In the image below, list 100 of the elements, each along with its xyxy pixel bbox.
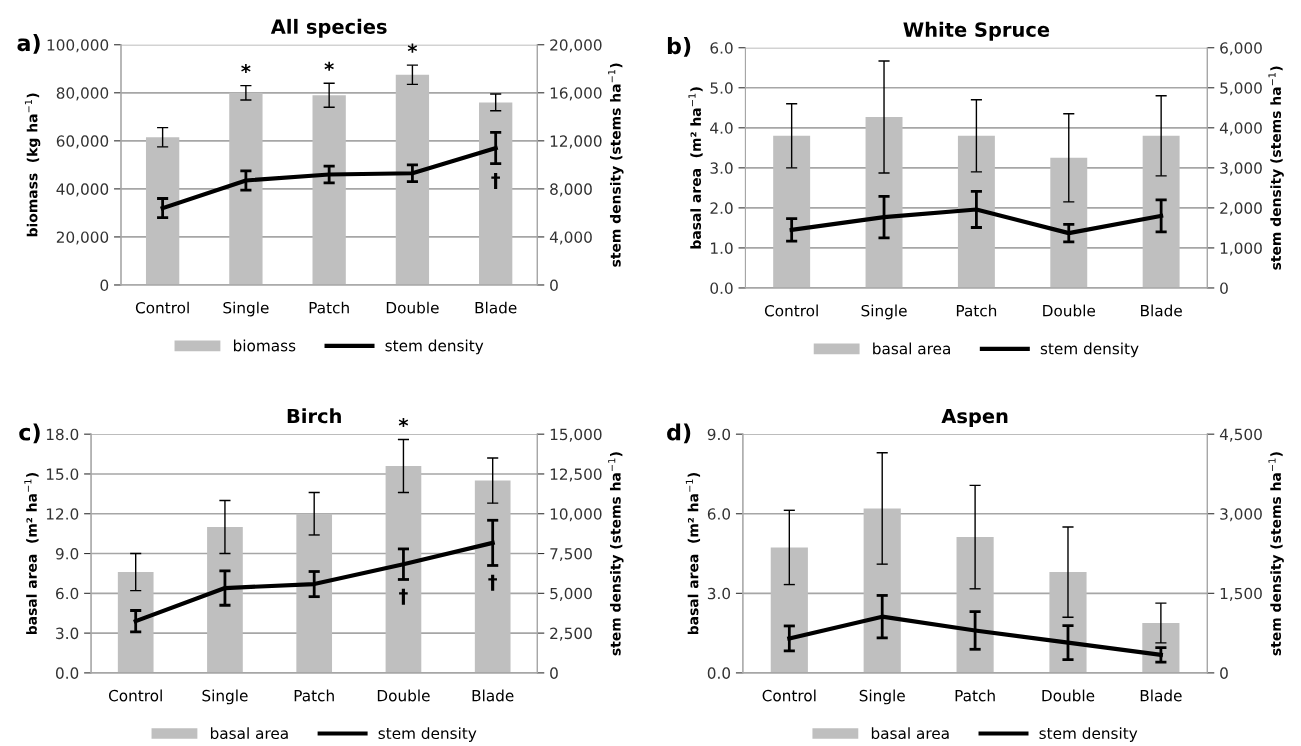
y-tick-label: 6.0 [56,587,79,600]
x-tick-label: Blade [1141,304,1182,317]
bar [229,92,263,285]
x-tick-label: Blade [475,301,517,314]
y-tick-label: 9.0 [707,428,731,441]
x-tick-label: Single [202,689,248,705]
y-tick-label: 15.0 [46,468,79,480]
x-tick-label: Single [859,689,905,705]
y-axis-title: basal area (m² ha$^{−1}$) [688,87,703,249]
y2-tick-label: 12,000 [550,135,602,149]
y2-tick-label: 5,000 [1220,82,1262,96]
bar [863,508,901,673]
x-tick-label: Blade [1140,689,1182,702]
legend-label: stem density [385,339,484,355]
x-tick-label: Control [108,689,162,702]
legend-label: basal area [871,727,949,740]
x-tick-label: Double [386,301,439,314]
y2-tick-label: 20,000 [550,39,602,53]
y2-axis-title: stem density (stems ha$^{−1}$) [1268,66,1284,270]
x-tick-label: Double [377,689,430,702]
y2-tick-label: 8,000 [550,183,592,197]
bar [865,117,903,288]
x-tick-label: Patch [955,689,995,702]
bar [207,527,243,673]
annotation: * [398,417,409,427]
y-axis-title: biomass (kg ha$^{−1}$) [24,93,41,237]
y2-tick-label: 7,500 [550,548,592,562]
bar [474,480,511,673]
x-tick-label: Patch [294,689,334,702]
y-tick-label: 5.0 [710,82,733,94]
text: b) [667,36,691,57]
bar [395,74,430,285]
y-tick-label: 9.0 [55,548,79,560]
bar [117,572,154,673]
y2-tick-label: 1,500 [1220,587,1262,601]
bar [385,466,422,673]
y-tick-label: 100,000 [47,39,109,53]
y2-tick-label: 4,000 [549,231,592,245]
legend-label: basal area [210,727,288,740]
x-tick-label: Single [223,301,269,317]
annotation: * [407,43,418,53]
y2-tick-label: 2,000 [1220,202,1262,216]
y-tick-label: 0 [100,279,109,291]
y-tick-label: 6.0 [707,508,731,520]
y2-tick-label: 16,000 [550,87,602,101]
y2-axis-title: stem density (stems ha$^{−1}$) [608,63,624,267]
y2-tick-label: 6,000 [1220,42,1262,56]
y2-tick-label: 1,000 [1220,242,1262,256]
annotation: † [488,574,497,591]
y2-tick-label: 5,000 [550,587,592,601]
chart-title: All species [270,18,387,38]
x-tick-label: Single [861,304,907,320]
x-tick-label: Control [135,301,189,314]
y-tick-label: 60,000 [56,135,109,149]
annotation: * [324,61,334,71]
y-tick-label: 0.0 [55,667,79,679]
text: d) [667,423,691,444]
y2-tick-label: 10,000 [550,508,602,522]
legend-label: biomass [233,339,296,352]
bar [1050,157,1088,288]
y2-tick-label: 0 [1220,282,1228,294]
annotation: † [399,588,408,605]
bar [312,95,346,285]
y2-tick-label: 2,500 [550,627,592,641]
x-tick-label: Control [762,689,816,702]
y2-tick-label: 0 [1220,667,1228,679]
chart-title: White Spruce [903,21,1050,41]
y-tick-label: 1.0 [711,242,733,254]
y2-tick-label: 0 [550,667,558,679]
y2-tick-label: 4,500 [1219,428,1262,442]
y-tick-label: 80,000 [56,87,109,101]
y-tick-label: 0.0 [710,282,733,294]
y2-tick-label: 3,000 [1220,162,1262,176]
annotation: † [491,172,500,189]
y-tick-label: 3.0 [710,162,733,174]
y-axis-title: basal area (m² ha$^{−1}$) [24,473,39,635]
y-tick-label: 0.0 [707,667,731,679]
bar [145,137,180,285]
bar [296,513,333,673]
y-tick-label: 6.0 [710,42,733,54]
legend-label: stem density [1040,342,1139,358]
text: a) [17,34,40,54]
chart-title: Birch [287,408,341,424]
legend-label: stem density [378,727,477,743]
y-tick-label: 18.0 [46,428,79,441]
x-tick-label: Double [1043,304,1096,317]
y2-tick-label: 3,000 [1220,508,1262,522]
x-tick-label: Patch [956,304,997,317]
annotation: * [241,64,251,74]
y-tick-label: 20,000 [56,231,109,245]
text: c) [19,423,40,444]
y2-tick-label: 4,000 [1219,122,1262,136]
bar [773,135,811,288]
y2-tick-label: 0 [550,279,558,291]
bar [956,537,994,673]
bar [479,102,513,285]
y2-axis-title: stem density (stems ha$^{−1}$) [1268,452,1284,656]
chart-title: Aspen [941,408,1008,428]
y-tick-label: 12.0 [46,508,79,520]
legend-label: basal area [873,342,950,355]
